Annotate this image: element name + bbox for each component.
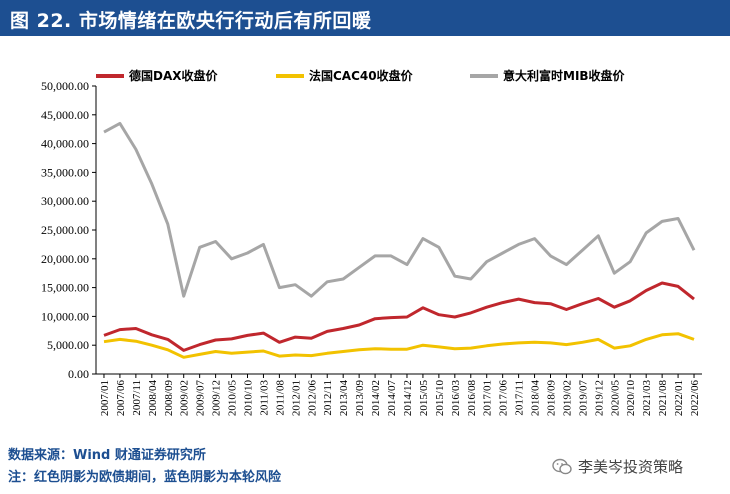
shading-note: 注：红色阴影为欧债期间，蓝色阴影为本轮风险 [8,470,282,485]
y-tick-label: 0.00 [68,367,89,381]
x-tick-label: 2009/07 [195,380,207,417]
y-tick-label: 35,000.00 [41,165,89,179]
data-source-note: 数据来源：Wind 财通证券研究所 [8,448,206,463]
y-tick-label: 15,000.00 [41,281,89,295]
y-tick-label: 5,000.00 [47,338,89,352]
x-tick-label: 2011/03 [258,380,270,416]
x-tick-label: 2007/06 [115,380,127,417]
x-tick-label: 2010/10 [243,380,255,417]
series-line-1 [103,281,695,352]
x-tick-label: 2008/04 [147,380,159,417]
x-tick-label: 2008/09 [163,380,175,417]
y-tick-label: 50,000.00 [41,79,89,93]
line-chart: 0.00 5,000.00 10,000.00 15,000.00 20,000.00 2… [41,68,702,417]
y-tick-label: 25,000.00 [41,223,89,237]
y-tick-label: 40,000.00 [41,137,89,151]
x-tick-label: 2017/06 [498,380,510,417]
y-tick-label: 30,000.00 [41,194,89,208]
legend-label-1: 德国DAX收盘价 [129,68,219,83]
x-tick-label: 2020/10 [625,380,637,417]
figure-title: 图 22. 市场情绪在欧央行行动后有所回暖 [10,10,372,32]
x-tick-label: 2007/11 [131,380,143,416]
x-tick-label: 2011/08 [274,380,286,416]
y-tick-label: 10,000.00 [41,309,89,323]
watermark: 李美岑投资策略 [552,456,683,477]
x-tick-label: 2013/09 [354,380,366,417]
x-tick-label: 2009/12 [211,380,223,416]
legend-label-2: 法国CAC40收盘价 [309,68,414,83]
x-tick-label: 2017/11 [514,380,526,416]
wechat-icon [552,458,572,474]
x-tick-label: 2016/08 [466,380,478,417]
x-tick-label: 2012/11 [322,380,334,416]
x-tick-label: 2012/01 [290,380,302,416]
x-tick-label: 2016/03 [450,380,462,417]
x-tick-label: 2015/10 [434,380,446,417]
x-tick-label: 2020/05 [609,380,621,417]
y-tick-label: 45,000.00 [41,108,89,122]
x-tick-label: 2015/05 [418,380,430,417]
x-tick-label: 2009/02 [179,380,191,416]
legend-label-3: 意大利富时MIB收盘价 [503,68,626,83]
title-bar: 图 22. 市场情绪在欧央行行动后有所回暖 [0,0,730,36]
x-tick-label: 2019/12 [593,380,605,416]
x-tick-label: 2014/12 [402,380,414,416]
x-tick-label: 2007/01 [99,380,111,416]
x-tick-label: 2019/07 [577,380,589,417]
x-tick-label: 2012/06 [306,380,318,417]
x-tick-label: 2018/09 [546,380,558,417]
x-tick-label: 2022/01 [673,380,685,416]
x-tick-label: 2014/02 [370,380,382,416]
x-tick-label: 2021/03 [641,380,653,417]
x-tick-label: 2014/07 [386,380,398,417]
x-tick-label: 2013/04 [338,380,350,417]
y-tick-label: 20,000.00 [41,252,89,266]
watermark-text: 李美岑投资策略 [578,458,684,476]
x-tick-label: 2022/06 [689,380,701,417]
x-tick-label: 2019/02 [561,380,573,416]
x-tick-label: 2021/08 [657,380,669,417]
x-tick-label: 2010/05 [227,380,239,417]
x-tick-label: 2017/01 [482,380,494,416]
series-line-2 [103,332,695,359]
x-tick-label: 2018/04 [530,380,542,417]
series-line-3 [103,121,696,298]
